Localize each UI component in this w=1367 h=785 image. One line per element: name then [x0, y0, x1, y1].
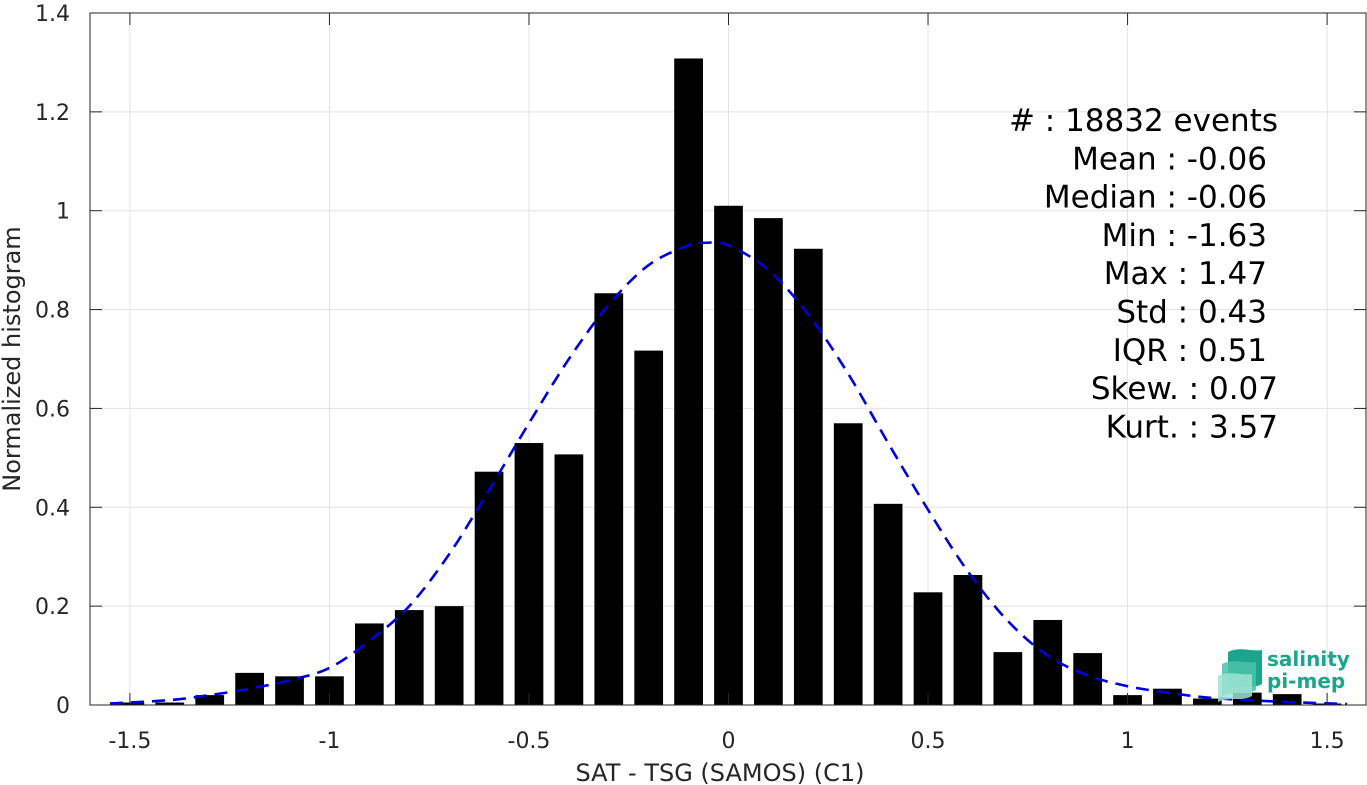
- bar-13: [634, 350, 664, 705]
- bar-7: [394, 610, 424, 705]
- bar-4: [275, 676, 304, 705]
- x-axis-label: SAT - TSG (SAMOS) (C1): [576, 759, 865, 785]
- y-tick-label-2: 0.4: [35, 496, 70, 521]
- stat-line-3: Min : -1.63: [1102, 218, 1267, 254]
- bar-1: [155, 702, 185, 705]
- bar-17: [793, 248, 823, 705]
- x-tick-label-2: -0.5: [508, 729, 551, 754]
- x-tick-label-4: 0.5: [911, 729, 946, 754]
- bar-16: [754, 218, 783, 705]
- bar-18: [833, 423, 863, 705]
- bar-10: [514, 443, 544, 705]
- bar-12: [594, 293, 624, 705]
- bar-19: [873, 503, 903, 705]
- x-tick-labels: -1.5 -1 -0.5 0 0.5 1 1.5: [108, 729, 1344, 754]
- x-tick-label-0: -1.5: [108, 729, 151, 754]
- bar-9: [474, 471, 504, 705]
- bar-14: [674, 58, 703, 705]
- bar-21: [953, 575, 983, 705]
- y-tick-label-6: 1.2: [35, 101, 70, 126]
- x-tick-label-3: 0: [722, 729, 736, 754]
- stat-line-1: Mean : -0.06: [1072, 141, 1267, 177]
- stat-line-5: Std : 0.43: [1116, 295, 1267, 331]
- bar-6: [354, 623, 384, 705]
- y-tick-labels: 0 0.2 0.4 0.6 0.8 1 1.2 1.4: [35, 2, 70, 719]
- bar-8: [434, 606, 464, 705]
- bar-2: [195, 695, 225, 705]
- bar-11: [554, 454, 584, 705]
- wave-logo-icon: [1218, 649, 1262, 702]
- stat-line-7: Skew. : 0.07: [1091, 371, 1278, 407]
- axis-ticks: [90, 12, 1366, 706]
- y-tick-label-7: 1.4: [35, 2, 70, 27]
- y-tick-label-0: 0: [56, 694, 70, 719]
- stat-line-6: IQR : 0.51: [1113, 333, 1267, 369]
- bar-20: [913, 592, 943, 705]
- y-tick-label-4: 0.8: [35, 299, 70, 324]
- stat-line-2: Median : -0.06: [1044, 180, 1267, 216]
- fit-curve: [109, 241, 1348, 706]
- bar-29: [1272, 694, 1302, 705]
- x-tick-label-6: 1.5: [1310, 729, 1345, 754]
- y-axis-label: Normalized histogram: [0, 226, 26, 491]
- bar-series: [115, 58, 1342, 705]
- stat-line-8: Kurt. : 3.57: [1106, 409, 1278, 445]
- logo-line1: salinity: [1267, 647, 1350, 671]
- stat-line-4: Max : 1.47: [1104, 256, 1267, 292]
- bar-15: [714, 205, 743, 705]
- y-tick-label-5: 1: [56, 200, 70, 225]
- bar-27: [1193, 698, 1222, 705]
- salinity-pi-mep-logo: salinity pi-mep: [1218, 647, 1350, 702]
- stat-line-0: # : 18832 events: [1009, 103, 1278, 139]
- y-tick-label-1: 0.2: [35, 595, 70, 620]
- bar-22: [993, 652, 1023, 705]
- x-tick-label-1: -1: [318, 729, 340, 754]
- y-tick-label-3: 0.6: [35, 397, 70, 422]
- logo-line2: pi-mep: [1267, 669, 1345, 693]
- bar-3: [235, 672, 264, 705]
- x-tick-label-5: 1: [1121, 729, 1135, 754]
